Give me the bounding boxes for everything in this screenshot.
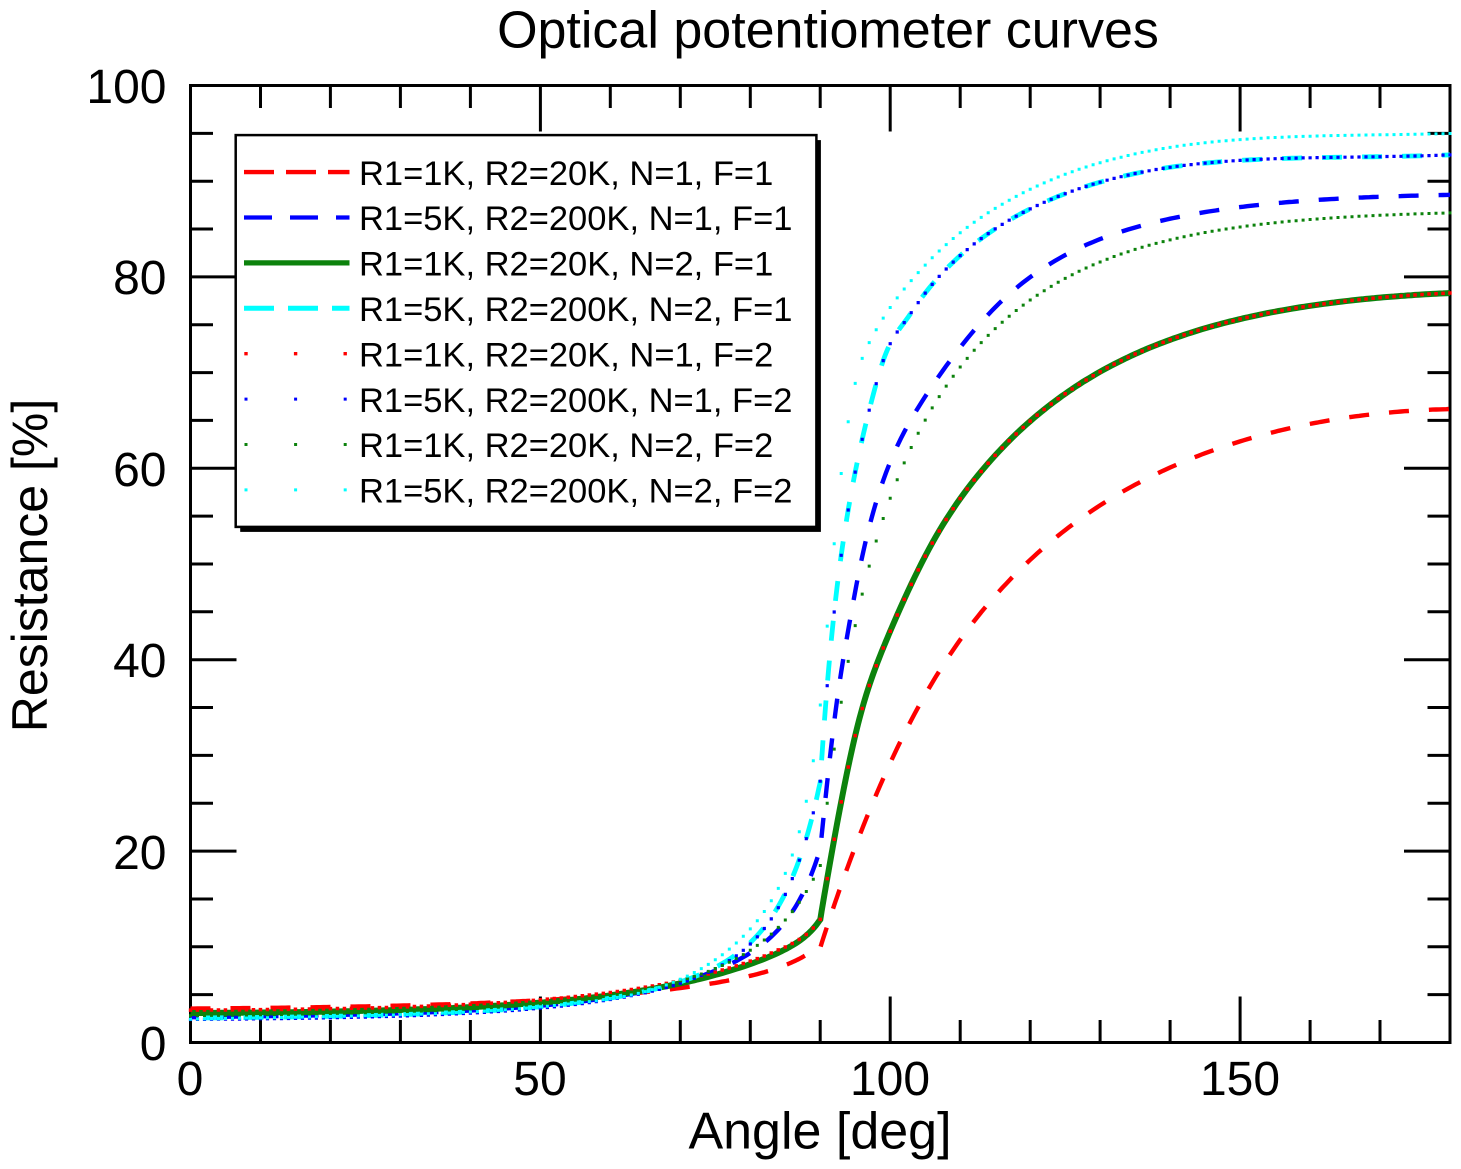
svg-text:60: 60 xyxy=(113,444,166,497)
svg-text:Optical potentiometer curves: Optical potentiometer curves xyxy=(497,2,1159,60)
svg-text:R1=1K, R2=20K, N=1, F=2: R1=1K, R2=20K, N=1, F=2 xyxy=(359,336,773,374)
svg-text:R1=1K, R2=20K, N=2, F=1: R1=1K, R2=20K, N=2, F=1 xyxy=(359,246,773,284)
svg-text:R1=5K, R2=200K, N=1, F=1: R1=5K, R2=200K, N=1, F=1 xyxy=(359,200,792,238)
svg-text:100: 100 xyxy=(86,61,166,114)
svg-text:Angle [deg]: Angle [deg] xyxy=(688,1103,951,1161)
svg-text:R1=5K, R2=200K, N=1, F=2: R1=5K, R2=200K, N=1, F=2 xyxy=(359,382,792,420)
svg-text:Resistance [%]: Resistance [%] xyxy=(2,399,58,732)
svg-text:R1=1K, R2=20K, N=2, F=2: R1=1K, R2=20K, N=2, F=2 xyxy=(359,427,773,465)
svg-text:0: 0 xyxy=(140,1018,167,1071)
svg-text:50: 50 xyxy=(513,1053,566,1106)
svg-text:R1=1K, R2=20K, N=1, F=1: R1=1K, R2=20K, N=1, F=1 xyxy=(359,155,773,193)
svg-text:150: 150 xyxy=(1200,1053,1280,1106)
svg-text:100: 100 xyxy=(850,1053,930,1106)
svg-text:R1=5K, R2=200K, N=2, F=2: R1=5K, R2=200K, N=2, F=2 xyxy=(359,473,792,511)
svg-text:0: 0 xyxy=(177,1053,204,1106)
svg-text:40: 40 xyxy=(113,635,166,688)
svg-text:R1=5K, R2=200K, N=2, F=1: R1=5K, R2=200K, N=2, F=1 xyxy=(359,291,792,329)
svg-text:20: 20 xyxy=(113,827,166,880)
svg-text:80: 80 xyxy=(113,252,166,305)
